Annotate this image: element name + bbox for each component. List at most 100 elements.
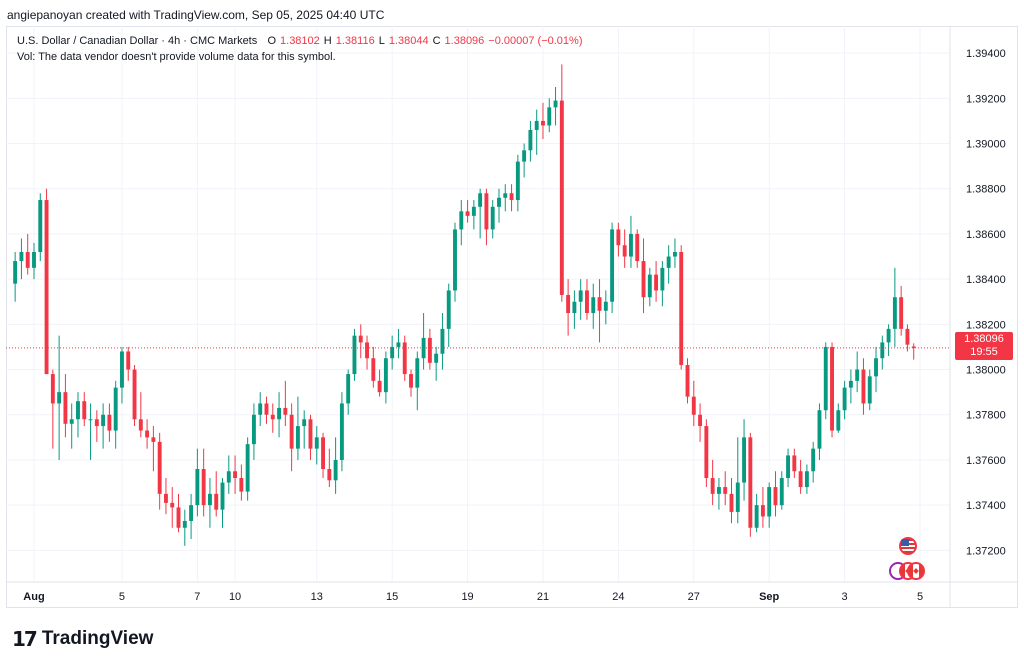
candle[interactable] bbox=[164, 478, 168, 515]
candle[interactable] bbox=[446, 283, 451, 347]
candle[interactable] bbox=[270, 403, 275, 433]
candle[interactable] bbox=[911, 343, 916, 360]
candle[interactable] bbox=[547, 98, 552, 133]
candle[interactable] bbox=[453, 222, 457, 302]
candle[interactable] bbox=[201, 448, 206, 517]
candle[interactable] bbox=[365, 335, 369, 370]
candle[interactable] bbox=[729, 478, 734, 524]
candle[interactable] bbox=[723, 471, 728, 506]
candle[interactable] bbox=[409, 369, 413, 397]
candle[interactable] bbox=[308, 414, 313, 460]
candle[interactable] bbox=[515, 154, 520, 212]
candle[interactable] bbox=[610, 222, 615, 314]
candle[interactable] bbox=[207, 478, 212, 528]
candle[interactable] bbox=[377, 369, 382, 397]
candle[interactable] bbox=[767, 482, 772, 528]
candle[interactable] bbox=[352, 328, 357, 381]
candle[interactable] bbox=[647, 267, 652, 307]
candle[interactable] bbox=[541, 102, 545, 140]
candle[interactable] bbox=[220, 478, 225, 528]
candle[interactable] bbox=[559, 64, 564, 302]
candle[interactable] bbox=[126, 346, 131, 381]
candle[interactable] bbox=[798, 459, 803, 494]
candle[interactable] bbox=[905, 324, 910, 352]
candle[interactable] bbox=[25, 233, 30, 275]
tradingview-logo[interactable]: 17 TradingView bbox=[12, 627, 153, 651]
candle[interactable] bbox=[855, 351, 860, 393]
candle[interactable] bbox=[82, 392, 87, 427]
candle[interactable] bbox=[886, 324, 891, 356]
candle[interactable] bbox=[214, 471, 219, 517]
candle[interactable] bbox=[182, 509, 187, 546]
candle[interactable] bbox=[478, 188, 483, 239]
candle[interactable] bbox=[679, 245, 684, 370]
candle[interactable] bbox=[371, 346, 376, 388]
candle[interactable] bbox=[842, 380, 847, 420]
candle[interactable] bbox=[38, 193, 43, 262]
candle[interactable] bbox=[716, 478, 721, 510]
candle[interactable] bbox=[811, 441, 816, 483]
candle[interactable] bbox=[666, 245, 671, 284]
candle[interactable] bbox=[327, 448, 332, 488]
candle[interactable] bbox=[792, 448, 797, 479]
candle[interactable] bbox=[503, 184, 508, 212]
canada-flag-icon[interactable] bbox=[907, 562, 925, 580]
candlestick-chart[interactable]: 1.39400 1.39200 1.39000 1.38800 1.38600 1.384… bbox=[6, 26, 1018, 608]
candle[interactable] bbox=[522, 143, 527, 178]
candle[interactable] bbox=[742, 419, 747, 501]
candle[interactable] bbox=[302, 410, 307, 449]
candle[interactable] bbox=[704, 419, 709, 488]
candle[interactable] bbox=[874, 346, 878, 393]
candle[interactable] bbox=[566, 279, 571, 336]
candle[interactable] bbox=[465, 200, 470, 223]
candle[interactable] bbox=[685, 358, 690, 404]
candle[interactable] bbox=[390, 335, 395, 370]
candle[interactable] bbox=[616, 222, 621, 257]
candle[interactable] bbox=[830, 342, 834, 438]
candle[interactable] bbox=[113, 380, 118, 449]
candle[interactable] bbox=[660, 261, 665, 307]
candle[interactable] bbox=[427, 328, 432, 370]
candle[interactable] bbox=[779, 471, 784, 510]
candle[interactable] bbox=[509, 184, 514, 212]
candle[interactable] bbox=[629, 215, 633, 268]
candle[interactable] bbox=[151, 426, 156, 472]
candle[interactable] bbox=[490, 200, 495, 239]
candle[interactable] bbox=[597, 279, 602, 343]
candle[interactable] bbox=[553, 87, 558, 126]
candle[interactable] bbox=[107, 403, 112, 442]
candle[interactable] bbox=[346, 369, 351, 415]
candle[interactable] bbox=[440, 313, 445, 370]
candle[interactable] bbox=[157, 432, 162, 510]
candle[interactable] bbox=[534, 109, 539, 155]
candle[interactable] bbox=[283, 380, 288, 427]
candle[interactable] bbox=[880, 335, 885, 370]
candle[interactable] bbox=[239, 464, 244, 501]
candle[interactable] bbox=[691, 380, 696, 427]
candle[interactable] bbox=[603, 290, 608, 325]
candle[interactable] bbox=[339, 392, 344, 472]
candle[interactable] bbox=[321, 432, 325, 479]
candle[interactable] bbox=[892, 267, 897, 347]
candle[interactable] bbox=[57, 335, 62, 460]
candle[interactable] bbox=[836, 403, 841, 433]
candle[interactable] bbox=[578, 279, 583, 320]
candle[interactable] bbox=[760, 487, 765, 528]
candle[interactable] bbox=[145, 419, 150, 449]
candle[interactable] bbox=[748, 432, 753, 537]
candle[interactable] bbox=[101, 403, 106, 449]
candle[interactable] bbox=[138, 392, 143, 438]
candle[interactable] bbox=[245, 437, 250, 501]
candle[interactable] bbox=[69, 403, 74, 449]
candle[interactable] bbox=[735, 437, 740, 524]
candle[interactable] bbox=[848, 369, 853, 404]
candle[interactable] bbox=[176, 493, 181, 533]
candle[interactable] bbox=[314, 426, 319, 465]
candle[interactable] bbox=[497, 188, 501, 223]
candle[interactable] bbox=[591, 283, 596, 329]
candle[interactable] bbox=[120, 346, 124, 404]
candle[interactable] bbox=[383, 351, 388, 404]
candle[interactable] bbox=[471, 200, 476, 230]
candle[interactable] bbox=[622, 229, 627, 268]
candle[interactable] bbox=[226, 455, 231, 494]
